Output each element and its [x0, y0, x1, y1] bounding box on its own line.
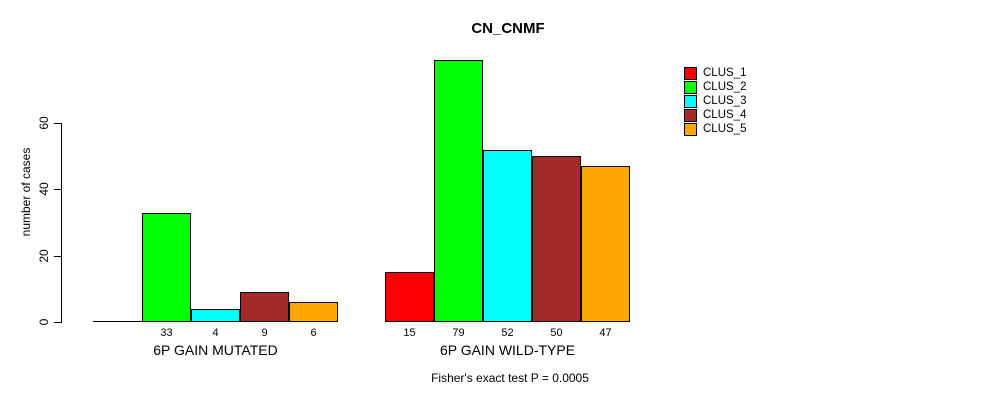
bar-clus_3-group2: [483, 149, 532, 322]
bar-clus_5-group2: [581, 166, 630, 322]
bar-value-label: 6: [310, 327, 317, 339]
y-axis-tick-label: 40: [37, 182, 51, 197]
bar-value-label: 79: [452, 327, 465, 339]
legend-swatch-icon: [684, 66, 697, 80]
bar-clus_5-group1: [289, 302, 338, 322]
legend-item-clus_2: CLUS_2: [684, 80, 746, 94]
bar-value-label: 4: [212, 327, 219, 339]
bar-value-label: 50: [550, 327, 563, 339]
chart-title: CN_CNMF: [471, 20, 545, 37]
y-axis-tick-label: 20: [37, 248, 51, 263]
legend-swatch-icon: [684, 108, 697, 122]
y-axis-tick: [54, 189, 61, 190]
y-axis-line: [61, 123, 62, 323]
y-axis-tick: [54, 123, 61, 124]
bar-value-label: 33: [160, 327, 173, 339]
bar-value-label: 52: [501, 327, 514, 339]
bar-clus_2-group1: [142, 212, 191, 322]
bar-clus_1-group1-zero: [93, 321, 142, 322]
category-label: 6P GAIN WILD-TYPE: [439, 342, 576, 358]
y-axis-tick-label: 0: [37, 318, 51, 326]
bar-clus_2-group2: [434, 59, 483, 322]
legend-swatch-icon: [684, 80, 697, 94]
y-axis-label: number of cases: [19, 147, 33, 237]
bar-clus_3-group1: [191, 308, 240, 322]
y-axis-tick: [54, 256, 61, 257]
y-axis-tick: [54, 322, 61, 323]
bar-clus_4-group1: [240, 292, 289, 322]
legend-item-clus_3: CLUS_3: [684, 94, 746, 108]
legend-swatch-icon: [684, 94, 697, 108]
bar-clus_4-group2: [532, 156, 581, 322]
legend-swatch-icon: [684, 122, 697, 136]
legend: CLUS_1 CLUS_2 CLUS_3 CLUS_4 CLUS_5: [684, 66, 746, 136]
bar-value-label: 9: [261, 327, 268, 339]
bar-clus_1-group2: [385, 272, 434, 322]
annotation-text: Fisher's exact test P = 0.0005: [431, 371, 589, 385]
bar-value-label: 47: [599, 327, 612, 339]
legend-label: CLUS_1: [703, 67, 747, 79]
legend-label: CLUS_5: [703, 123, 747, 135]
legend-item-clus_1: CLUS_1: [684, 66, 746, 80]
legend-item-clus_4: CLUS_4: [684, 108, 746, 122]
legend-label: CLUS_2: [703, 81, 747, 93]
category-label: 6P GAIN MUTATED: [153, 342, 278, 358]
y-axis-tick-label: 60: [37, 116, 51, 130]
legend-item-clus_5: CLUS_5: [684, 122, 746, 136]
legend-label: CLUS_3: [703, 95, 747, 107]
bar-value-label: 15: [403, 327, 416, 339]
legend-label: CLUS_4: [703, 109, 747, 121]
